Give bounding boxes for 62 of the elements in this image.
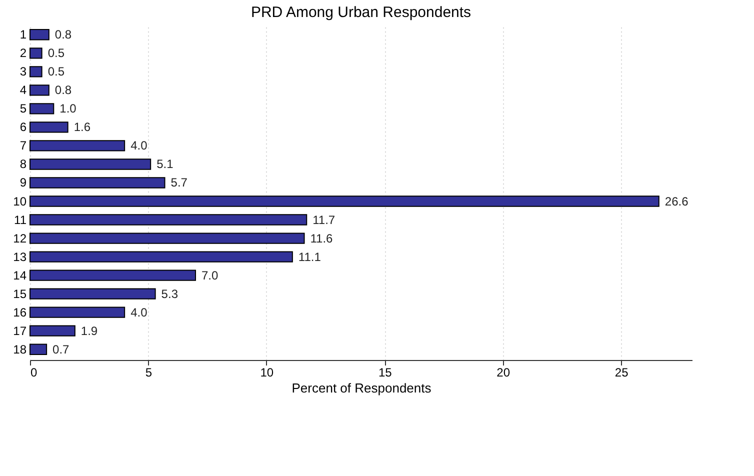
bar (30, 232, 305, 244)
y-tick-label: 3 (20, 64, 27, 79)
data-label: 11.7 (312, 212, 336, 227)
data-label: 1.9 (80, 324, 98, 338)
bar (30, 66, 42, 78)
data-label: 11.6 (310, 231, 334, 246)
y-tick-label: 2 (20, 46, 27, 60)
bar (30, 84, 50, 96)
bar (30, 288, 156, 300)
data-label: 26.6 (664, 194, 689, 208)
data-label: 0.8 (54, 28, 72, 42)
x-tick-label: 10 (260, 366, 274, 380)
data-label: 0.5 (48, 64, 65, 79)
data-label: 0.7 (52, 342, 70, 356)
y-tick-label: 6 (20, 120, 27, 134)
bar (30, 103, 54, 114)
bar (30, 325, 76, 336)
data-label: 0.8 (54, 83, 72, 98)
y-tick-label: 9 (20, 176, 27, 190)
data-label: 4.0 (130, 305, 148, 320)
bar (30, 344, 48, 355)
data-label: 4.0 (130, 138, 148, 153)
bar (30, 306, 126, 318)
bar (30, 270, 196, 281)
bar (30, 158, 152, 170)
x-tick-label: 15 (378, 366, 392, 380)
y-tick-label: 16 (13, 305, 27, 320)
x-axis-title: Percent of Respondents (292, 380, 432, 396)
y-tick-label: 4 (20, 83, 27, 98)
y-tick-label: 8 (20, 157, 27, 172)
y-tick-label: 13 (13, 250, 27, 264)
y-tick-label: 7 (20, 138, 27, 153)
y-tick-label: 5 (20, 102, 27, 116)
x-tick-label: 25 (614, 366, 629, 380)
x-tick-label: 0 (30, 366, 38, 380)
data-label: 5.1 (156, 157, 174, 172)
x-tick-label: 20 (496, 366, 510, 380)
bar (30, 48, 42, 59)
data-label: 1.6 (74, 120, 91, 134)
y-tick-label: 1 (20, 28, 27, 42)
bar (30, 196, 660, 207)
data-label: 5.7 (170, 176, 188, 190)
y-tick-label: 18 (13, 342, 27, 356)
y-tick-label: 12 (13, 231, 27, 246)
data-label: 0.5 (48, 46, 65, 60)
bar (30, 122, 68, 133)
bar (30, 177, 166, 188)
data-label: 5.3 (161, 286, 178, 301)
bar (30, 214, 308, 226)
y-tick-label: 15 (13, 286, 27, 301)
bar (30, 140, 126, 152)
y-tick-label: 17 (13, 324, 27, 338)
y-tick-label: 14 (13, 268, 27, 282)
bar (30, 29, 50, 40)
data-label: 11.1 (298, 250, 322, 264)
y-tick-label: 11 (14, 212, 27, 227)
bar (30, 251, 293, 262)
x-tick-label: 5 (145, 366, 152, 380)
data-label: 7.0 (202, 268, 219, 282)
chart-title: PRD Among Urban Respondents (250, 4, 472, 21)
data-label: 1.0 (60, 102, 77, 116)
y-tick-label: 10 (13, 194, 27, 208)
